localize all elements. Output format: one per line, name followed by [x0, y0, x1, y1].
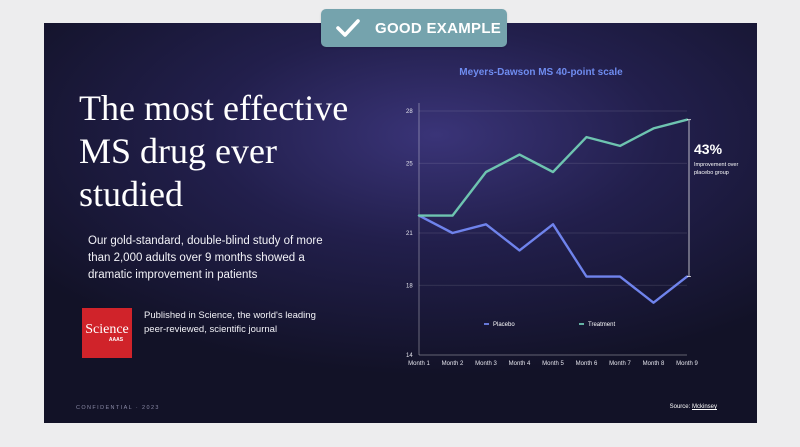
- science-journal-logo: Science AAAS: [82, 308, 132, 358]
- y-tick-label: 14: [406, 353, 413, 359]
- legend-label: Placebo: [493, 322, 515, 328]
- x-tick-label: Month 7: [609, 361, 631, 367]
- y-tick-label: 18: [406, 283, 413, 289]
- x-tick-label: Month 5: [542, 361, 564, 367]
- good-example-badge: GOOD EXAMPLE: [321, 9, 507, 47]
- annotation-value: 43%: [694, 141, 723, 157]
- source-link[interactable]: Mckinsey: [691, 404, 717, 410]
- x-tick-label: Month 8: [643, 361, 665, 367]
- study-description: Our gold-standard, double-blind study of…: [88, 235, 323, 281]
- x-tick-label: Month 1: [408, 361, 430, 367]
- y-tick-label: 28: [406, 109, 413, 115]
- headline: The most effective MS drug ever studied: [79, 88, 349, 214]
- annotation-text-line1: Improvement over: [694, 162, 738, 168]
- source-footer: Source: Mckinsey: [670, 404, 717, 410]
- publication-note: Published in Science, the world's leadin…: [144, 310, 316, 335]
- x-tick-label: Month 2: [442, 361, 464, 367]
- logo-wordmark: Science: [85, 321, 129, 337]
- annotation-text-line2: placebo group: [694, 170, 729, 176]
- y-tick-label: 21: [406, 231, 413, 237]
- chart-title: Meyers-Dawson MS 40-point scale: [459, 67, 623, 78]
- series-line-placebo: [417, 214, 689, 304]
- source-prefix: Source:: [669, 404, 692, 410]
- x-tick-label: Month 6: [576, 361, 598, 367]
- logo-subtext: AAAS: [108, 336, 124, 343]
- x-tick-label: Month 4: [509, 361, 531, 367]
- x-tick-label: Month 3: [475, 361, 497, 367]
- x-tick-label: Month 9: [676, 361, 698, 367]
- line-chart: Meyers-Dawson MS 40-point scale 14 18 21 25 2…: [406, 67, 738, 367]
- series-line-treatment: [417, 118, 689, 217]
- confidential-footer: CONFIDENTIAL · 2023: [76, 405, 160, 411]
- y-tick-label: 25: [406, 161, 413, 167]
- slide: The most effective MS drug ever studied …: [44, 23, 757, 423]
- check-icon: [336, 19, 360, 37]
- legend-label: Treatment: [588, 322, 615, 328]
- badge-label: GOOD EXAMPLE: [375, 19, 502, 37]
